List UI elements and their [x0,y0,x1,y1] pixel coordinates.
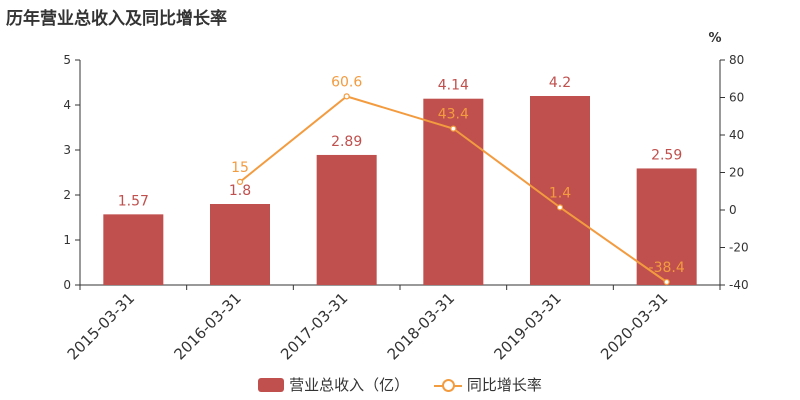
x-tick-label: 2019-03-31 [490,289,564,363]
growth-point [343,93,350,100]
revenue-bar [530,96,590,285]
legend: 营业总收入（亿） 同比增长率 [0,374,800,396]
x-tick-label: 2017-03-31 [277,289,351,363]
growth-point [236,178,244,185]
y-left-tick-label: 1 [63,233,71,247]
revenue-bar-label: 4.2 [549,75,571,91]
legend-growth-label: 同比增长率 [466,376,542,394]
growth-point [556,204,564,211]
y-right-tick-label: 60 [729,91,744,105]
revenue-bar-label: 2.89 [331,134,362,150]
y-right-tick-label: -20 [729,241,749,255]
y-right-tick-label: 20 [729,166,744,180]
y-right-tick-label: -40 [729,278,749,292]
legend-item-growth[interactable]: 同比增长率 [433,374,542,395]
revenue-bar-label: 1.57 [118,193,149,209]
x-tick-label: 2018-03-31 [384,289,458,363]
legend-item-revenue[interactable]: 营业总收入（亿） [258,374,409,395]
growth-point-label: 43.4 [438,107,469,123]
y-left-tick-label: 2 [63,188,71,202]
x-tick-label: 2020-03-31 [597,289,671,363]
revenue-bar [636,168,697,285]
chart-canvas: 0 1 2 3 4 5 -40 -20 0 20 40 60 80% 2015-03-31 2016-03-… [63,31,749,363]
y-right-tick-label: 0 [729,203,737,217]
y-right-tick-label: 80 [729,53,744,67]
revenue-bar-label: 2.59 [651,147,682,163]
revenue-bar-label: 4.14 [438,78,469,94]
y-left-tick-label: 5 [63,53,71,67]
y-left-tick-label: 4 [63,98,71,112]
revenue-bar [316,154,377,285]
y-left-tick-label: 3 [63,143,71,157]
revenue-bar-label: 1.8 [229,183,251,199]
growth-point [450,125,457,132]
growth-point-label: 15 [231,160,249,176]
revenue-bar [103,214,164,285]
legend-revenue-label: 营业总收入（亿） [289,376,410,394]
x-tick-label: 2016-03-31 [170,289,244,363]
y-right-tick-label: 40 [729,128,744,142]
chart-title: 历年营业总收入及同比增长率 [6,9,227,29]
growth-point-label: 1.4 [549,185,571,201]
growth-point-label: -38.4 [649,260,685,276]
revenue-bar [210,204,270,285]
growth-point-label: 60.6 [331,74,362,90]
legend-bar-swatch [258,377,285,392]
y-left-tick-label: 0 [63,278,71,292]
y-right-unit-label: % [708,31,721,46]
legend-line-swatch [433,378,462,392]
x-tick-label: 2015-03-31 [64,289,138,363]
growth-point [663,278,670,286]
